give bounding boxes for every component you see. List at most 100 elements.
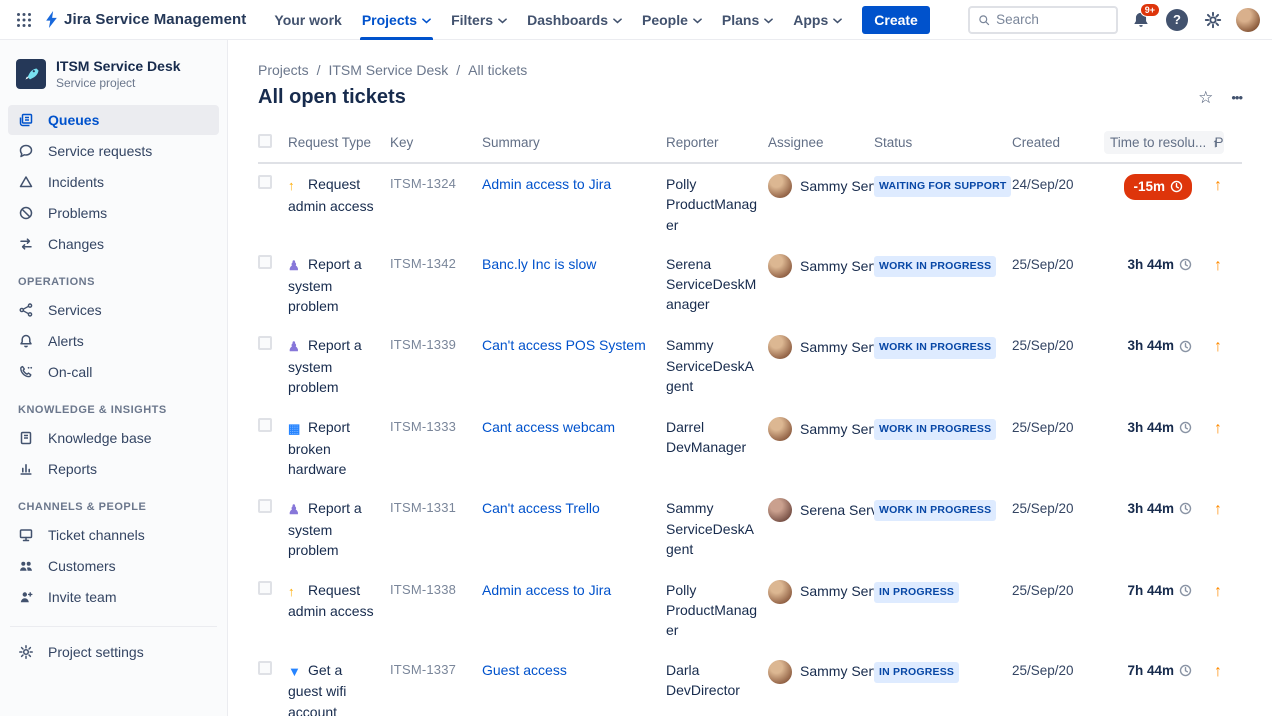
queues-icon <box>19 113 33 127</box>
col-key[interactable]: Key <box>390 135 414 150</box>
sidebar-section-channels: CHANNELS & PEOPLE <box>18 500 147 513</box>
issue-summary-link[interactable]: Admin access to Jira <box>482 176 612 192</box>
status-badge: WORK IN PROGRESS <box>874 500 997 522</box>
sidebar-item-knowledge-base[interactable]: Knowledge base <box>8 423 219 453</box>
changes-arrows-icon <box>20 238 32 250</box>
row-checkbox[interactable] <box>258 499 272 514</box>
nav-item-apps[interactable]: Apps <box>783 0 852 40</box>
sidebar-item-project-settings[interactable]: Project settings <box>8 637 219 667</box>
priority-up-icon: ↑ <box>1214 662 1222 680</box>
clock-icon <box>1179 258 1192 271</box>
row-checkbox[interactable] <box>258 254 272 269</box>
project-sidebar: ITSM Service Desk Service project Queues… <box>0 40 228 716</box>
row-checkbox[interactable] <box>258 417 272 432</box>
services-nodes-icon <box>19 303 33 317</box>
breadcrumb-all-tickets[interactable]: All tickets <box>468 62 528 78</box>
nav-item-dashboards[interactable]: Dashboards <box>517 0 632 40</box>
help-button[interactable]: ? <box>1164 7 1190 33</box>
star-icon[interactable]: ☆ <box>1198 88 1214 107</box>
created-date: 25/Sep/20 <box>1012 338 1074 354</box>
sidebar-item-invite-team[interactable]: Invite team <box>8 582 219 612</box>
product-title: Jira Service Management <box>64 11 247 28</box>
sidebar-item-service-requests[interactable]: Service requests <box>8 136 219 166</box>
ticket-row[interactable]: ▼ Get a guest wifi account ITSM-1337 Gues… <box>258 650 1242 716</box>
sidebar-item-problems[interactable]: Problems <box>8 198 219 228</box>
ticket-row[interactable]: ♟ Report a system problem ITSM-1331 Can't… <box>258 488 1242 569</box>
top-navbar: Jira Service Management Your work Projec… <box>0 0 1272 40</box>
sidebar-item-reports[interactable]: Reports <box>8 454 219 484</box>
ticket-row[interactable]: ↑ Request admin access ITSM-1338 Admin ac… <box>258 570 1242 650</box>
ticket-row[interactable]: ↑ Request admin access ITSM-1324 Admin ac… <box>258 164 1242 244</box>
report-broken-hardware-icon: ▦ <box>288 420 301 436</box>
reporter-name: Darla DevDirector <box>666 661 740 698</box>
col-request-type[interactable]: Request Type <box>288 135 372 150</box>
sidebar-item-customers[interactable]: Customers <box>8 551 219 581</box>
issue-summary-link[interactable]: Can't access POS System <box>482 337 646 354</box>
clock-icon <box>1179 584 1192 597</box>
col-status[interactable]: Status <box>874 135 913 150</box>
sidebar-item-on-call[interactable]: On-call <box>8 357 219 387</box>
row-checkbox[interactable] <box>258 175 272 189</box>
project-header[interactable]: ITSM Service Desk Service project <box>8 54 219 104</box>
issue-summary-link[interactable]: Can't access Trello <box>482 500 600 517</box>
global-search[interactable] <box>968 5 1118 34</box>
nav-item-your-work[interactable]: Your work <box>274 11 342 28</box>
nav-item-people[interactable]: People <box>632 0 712 40</box>
assignee-name: Sammy Servi... <box>800 663 874 680</box>
nav-item-projects[interactable]: Projects <box>352 0 441 40</box>
priority-up-icon: ↑ <box>1214 419 1222 437</box>
sidebar-item-changes[interactable]: Changes <box>8 229 219 259</box>
sidebar-item-services[interactable]: Services <box>8 295 219 325</box>
jira-logo[interactable]: Jira Service Management <box>42 11 256 28</box>
reporter-name: Serena ServiceDeskManager <box>666 255 757 313</box>
invite-person-plus-icon <box>20 591 33 603</box>
issue-summary-link[interactable]: Cant access webcam <box>482 418 616 435</box>
sort-asc-icon: ↑ <box>1212 135 1219 150</box>
sidebar-item-alerts[interactable]: Alerts <box>8 326 219 356</box>
breadcrumb-projects[interactable]: Projects <box>258 62 309 78</box>
request-admin-access-icon: ↑ <box>288 178 295 193</box>
notifications-button[interactable]: 9+ <box>1128 2 1160 33</box>
priority-up-icon: ↑ <box>1214 582 1222 600</box>
settings-button[interactable] <box>1200 7 1226 33</box>
app-switcher-icon[interactable] <box>10 6 38 34</box>
issue-key: ITSM-1331 <box>390 500 457 516</box>
issue-summary-link[interactable]: Admin access to Jira <box>482 581 612 598</box>
col-assignee[interactable]: Assignee <box>768 135 824 150</box>
search-input[interactable] <box>996 12 1108 27</box>
table-header: Request Type Key Summary Reporter Assign… <box>258 131 1242 164</box>
priority-up-icon: ↑ <box>1214 256 1222 274</box>
ticket-row[interactable]: ♟ Report a system problem ITSM-1339 Can't… <box>258 325 1242 406</box>
clock-icon <box>1179 664 1192 677</box>
assignee-avatar <box>768 416 792 441</box>
col-time-to-resolution[interactable]: Time to resolu... ↑ <box>1104 131 1225 154</box>
project-settings-gear-icon <box>19 644 33 659</box>
issue-summary-link[interactable]: Banc.ly Inc is slow <box>482 255 597 272</box>
row-checkbox[interactable] <box>258 336 272 351</box>
col-created[interactable]: Created <box>1012 135 1061 150</box>
col-summary[interactable]: Summary <box>482 135 540 150</box>
assignee-avatar <box>768 174 792 198</box>
issue-summary-link[interactable]: Guest access <box>482 661 567 678</box>
row-checkbox[interactable] <box>258 660 272 675</box>
guest-wifi-icon: ▼ <box>288 663 301 679</box>
nav-item-plans[interactable]: Plans <box>712 0 783 40</box>
problem-slash-circle-icon <box>19 206 33 220</box>
sidebar-item-ticket-channels[interactable]: Ticket channels <box>8 520 219 550</box>
row-checkbox[interactable] <box>258 580 272 595</box>
nav-item-filters[interactable]: Filters <box>441 0 517 40</box>
chevron-down-icon <box>693 17 702 23</box>
report-system-problem-icon: ♟ <box>288 502 300 518</box>
ticket-row[interactable]: ▦ Report broken hardware ITSM-1333 Cant a… <box>258 407 1242 488</box>
select-all-checkbox[interactable] <box>258 134 272 148</box>
breadcrumb-project[interactable]: ITSM Service Desk <box>328 62 449 78</box>
ticket-row[interactable]: ♟ Report a system problem ITSM-1342 Banc.… <box>258 244 1242 325</box>
user-avatar[interactable] <box>1236 7 1260 32</box>
col-reporter[interactable]: Reporter <box>666 135 719 150</box>
sidebar-item-queues[interactable]: Queues <box>8 104 219 135</box>
create-button[interactable]: Create <box>862 5 930 34</box>
sidebar-item-incidents[interactable]: Incidents <box>8 167 219 197</box>
more-actions-icon[interactable]: ••• <box>1231 90 1243 105</box>
col-priority[interactable]: P <box>1214 135 1224 150</box>
clock-icon <box>1179 502 1192 515</box>
